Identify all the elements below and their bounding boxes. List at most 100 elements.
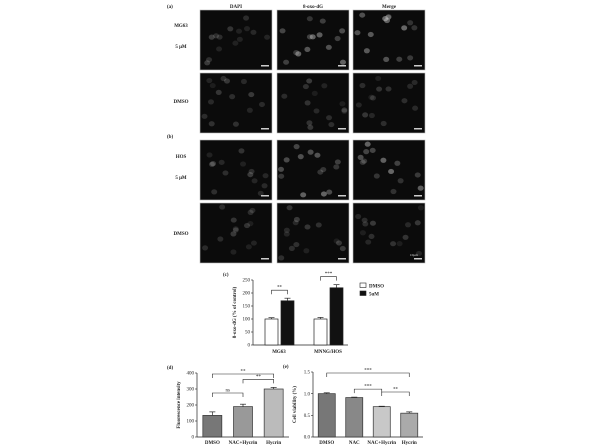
cell-nucleus [407,83,414,89]
cell-nucleus [297,154,304,160]
cell-nucleus [218,159,225,165]
cell-nucleus [283,227,290,233]
cell-nucleus [209,82,216,89]
cell-nucleus [250,240,257,246]
cell-nucleus [339,59,346,65]
legend-swatch [359,290,367,296]
cell-nucleus [236,28,243,34]
cell-nucleus [313,108,320,114]
cell-nucleus [243,15,250,21]
cell-nucleus [380,157,387,163]
cell-nucleus [306,78,313,84]
cell-nucleus [362,112,369,118]
cell-nucleus [247,171,254,178]
cell-nucleus [320,191,327,197]
y-tick-label: 0.5 [304,414,311,419]
cell-nucleus [326,115,333,121]
y-tick-label: 50 [245,331,251,336]
cell-nucleus [380,120,387,127]
y-tick-label: 1.5 [304,371,311,376]
cell-nucleus [355,213,362,220]
cell-nucleus [361,158,368,164]
microscopy-image [352,202,426,264]
y-tick-label: 250 [243,279,251,284]
cell-nucleus [328,121,335,128]
cell-nucleus [202,245,209,251]
microscopy-image [276,202,350,264]
image-frame [199,72,273,134]
significance-mark: *** [364,369,372,374]
significance-bracket [326,372,410,377]
cell-nucleus [230,249,237,255]
scale-bar-label: 10μm [410,253,418,257]
x-tick-label: MNNG/HOS [314,350,342,355]
cell-nucleus [357,154,364,160]
cell-nucleus [306,120,313,126]
cell-nucleus [359,230,366,236]
cell-nucleus [317,169,324,175]
cell-nucleus [316,32,323,38]
image-frame [352,72,426,134]
cell-nucleus [217,236,224,242]
cell-nucleus [320,166,327,173]
cell-nucleus [286,205,293,211]
cell-nucleus [219,204,226,210]
x-tick-label: NAC+Hycrin [229,441,258,446]
cell-nucleus [258,101,265,108]
column-header-merge: Merge [382,5,397,10]
x-tick-label: DMSO [205,441,220,446]
cell-nucleus [211,189,218,195]
cell-nucleus [220,75,227,82]
cell-nucleus [206,57,213,63]
x-tick-label: MG63 [272,350,286,355]
cell-nucleus [334,35,341,42]
cell-nucleus [375,75,382,82]
cell-nucleus [216,34,223,40]
cell-nucleus [333,238,340,244]
y-tick-label: 0 [192,436,195,441]
cell-nucleus [306,16,313,22]
cell-nucleus [385,14,392,20]
scale-bar [338,258,346,260]
significance-bracket [271,289,288,295]
legend-label: 5uM [369,293,379,298]
cell-nucleus [232,40,239,46]
cell-nucleus [363,48,370,54]
panel-b-label: (b) [167,135,173,140]
cell-nucleus [206,152,213,158]
cell-nucleus [319,18,326,24]
x-tick-label: DMSO [319,441,334,446]
bar-dmso [264,318,279,346]
significance-bracket [212,373,274,378]
cell-nucleus [213,33,220,39]
cell-nucleus [204,60,211,66]
cell-nucleus [278,173,285,179]
microscopy-image [199,72,273,134]
cell-nucleus [292,220,299,226]
row-label-mg63: MG63 [174,24,188,29]
cell-nucleus [304,100,311,106]
bar [317,393,336,438]
scale-bar [414,128,422,130]
cell-nucleus [339,28,346,34]
scale-bar [414,195,422,197]
chart-d-y-axis-label: Fluorescence intensity [177,381,182,429]
x-tick-label: NAC+Hycrin [367,441,396,446]
cell-nucleus [293,50,300,56]
significance-mark: *** [364,385,372,390]
panel-a-label: (a) [167,5,173,10]
y-tick-label: 200 [187,404,195,409]
bar-dmso [313,318,328,346]
cell-nucleus [227,26,234,32]
cell-nucleus [355,102,362,108]
cell-nucleus [370,95,377,101]
cell-nucleus [201,113,208,119]
cell-nucleus [388,168,395,175]
legend-swatch [359,282,367,288]
microscopy-image [276,139,350,201]
y-tick-label: 400 [187,372,195,377]
cell-nucleus [362,221,369,227]
cell-nucleus [278,255,285,261]
cell-nucleus [411,25,418,31]
cell-nucleus [245,244,252,250]
